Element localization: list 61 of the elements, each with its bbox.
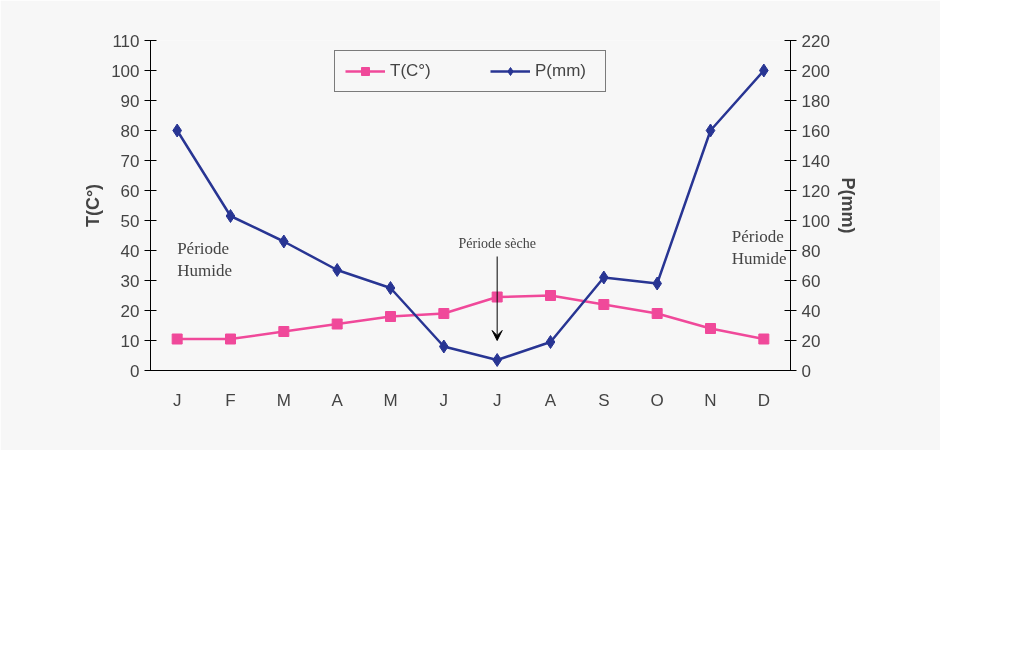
x-tick-label: J [492, 390, 502, 410]
x-tick-label: O [650, 390, 664, 410]
point [278, 326, 290, 337]
x-tick-label: J [439, 390, 449, 410]
x-tick-label: S [598, 390, 610, 410]
point [171, 333, 183, 345]
y-tick-label: 0 [130, 361, 140, 381]
point [705, 323, 716, 334]
x-tick-label: D [757, 390, 770, 410]
y2-tick-label: 180 [801, 91, 830, 111]
annotation: Période sèche [458, 235, 536, 251]
y-tick-label: 40 [120, 241, 140, 261]
point [598, 299, 610, 310]
point [438, 308, 450, 319]
y2-tick-label: 120 [801, 181, 830, 201]
x-tick-label: F [225, 390, 236, 410]
y-axis-title: T(C°) [83, 183, 104, 228]
y-tick-label: 50 [120, 211, 140, 231]
legend-label: P(mm) [535, 61, 587, 81]
y2-tick-label: 60 [801, 271, 821, 291]
point [651, 308, 663, 319]
x-tick-label: J [172, 390, 182, 410]
y-tick-label: 90 [120, 91, 140, 111]
point [545, 290, 556, 301]
y-tick-label: 110 [112, 31, 140, 51]
y2-tick-label: 140 [801, 151, 830, 171]
y2-tick-label: 220 [801, 31, 830, 51]
point [225, 209, 236, 223]
point [385, 311, 396, 322]
point [758, 333, 770, 345]
annotation: Période Humide [177, 238, 232, 281]
y2-tick-label: 20 [801, 331, 821, 351]
point [331, 318, 343, 330]
point [491, 291, 503, 303]
legend-label: T(C°) [390, 61, 432, 81]
point [492, 353, 502, 367]
y-tick-label: 70 [120, 151, 140, 171]
x-tick-label: N [704, 390, 717, 410]
y2-tick-label: 0 [801, 361, 811, 381]
y-tick-label: 60 [120, 181, 140, 201]
point [705, 123, 716, 138]
x-tick-label: A [544, 390, 557, 410]
x-tick-label: M [383, 390, 398, 410]
y2-tick-label: 160 [801, 121, 830, 141]
y2-tick-label: 40 [801, 301, 821, 321]
point [545, 335, 556, 349]
y2-tick-label: 200 [801, 61, 830, 81]
point [332, 263, 342, 277]
y-tick-label: 20 [120, 301, 140, 321]
x-tick-label: M [276, 390, 291, 410]
point [385, 281, 396, 295]
y-tick-label: 100 [111, 61, 140, 81]
y2-tick-label: 80 [801, 241, 821, 261]
y-tick-label: 30 [120, 271, 140, 291]
annotation: Période Humide [731, 226, 787, 269]
y2-axis-title: P(mm) [837, 177, 858, 234]
point [225, 333, 236, 345]
y-tick-label: 10 [120, 331, 140, 351]
y-tick-label: 80 [120, 121, 140, 141]
x-tick-label: A [331, 390, 344, 410]
y2-tick-label: 100 [801, 211, 830, 231]
